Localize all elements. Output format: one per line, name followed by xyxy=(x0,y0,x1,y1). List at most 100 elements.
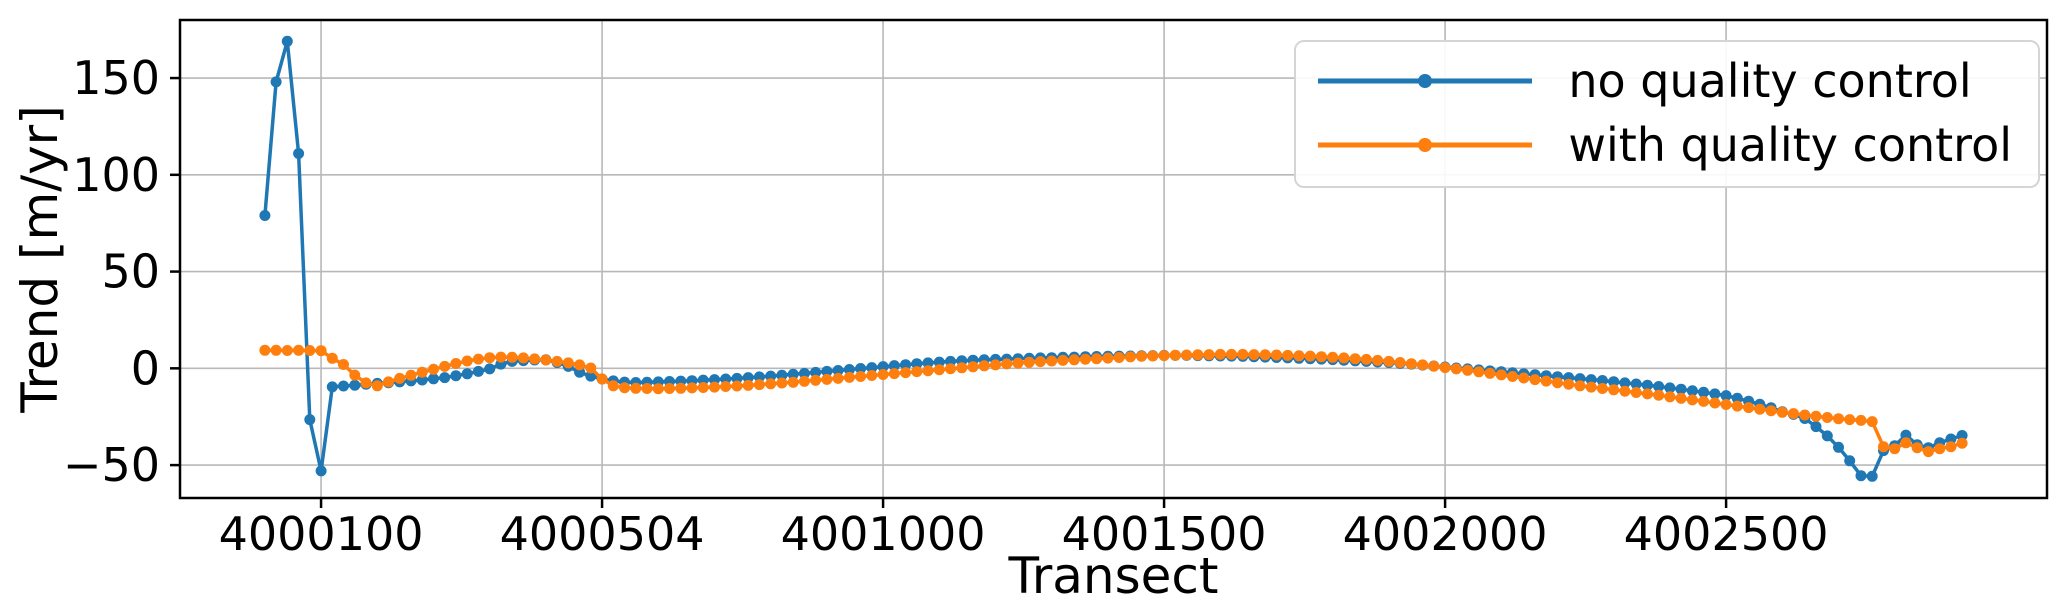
data-point-with-quality-control xyxy=(1259,349,1271,361)
data-point-with-quality-control xyxy=(371,380,383,392)
data-point-no-quality-control xyxy=(911,358,923,370)
data-point-with-quality-control xyxy=(1619,385,1631,397)
legend-label: with quality control xyxy=(1568,118,2012,172)
data-point-no-quality-control xyxy=(900,359,912,371)
data-point-with-quality-control xyxy=(945,363,956,375)
data-point-with-quality-control xyxy=(1810,410,1822,422)
data-point-with-quality-control xyxy=(1034,356,1046,368)
data-point-with-quality-control xyxy=(1124,351,1136,363)
data-point-with-quality-control xyxy=(270,344,282,356)
data-point-with-quality-control xyxy=(1529,374,1541,386)
data-point-with-quality-control xyxy=(922,365,934,377)
data-point-with-quality-control xyxy=(821,373,833,385)
data-point-with-quality-control xyxy=(1698,395,1710,407)
data-point-no-quality-control xyxy=(832,365,844,376)
data-point-with-quality-control xyxy=(1214,348,1226,360)
y-axis-label: Trend [m/yr] xyxy=(11,105,69,413)
data-point-no-quality-control xyxy=(1866,470,1878,482)
data-point-with-quality-control xyxy=(607,380,619,392)
legend-entry-no-quality-control: no quality control xyxy=(1310,50,2012,112)
data-point-with-quality-control xyxy=(1776,406,1788,418)
data-point-with-quality-control xyxy=(1473,366,1485,378)
data-point-with-quality-control xyxy=(765,378,777,390)
data-point-with-quality-control xyxy=(1563,378,1575,390)
data-point-no-quality-control xyxy=(428,373,439,385)
data-point-with-quality-control xyxy=(1057,354,1069,366)
data-point-no-quality-control xyxy=(439,372,451,384)
data-point-with-quality-control xyxy=(686,382,698,394)
data-point-no-quality-control xyxy=(1945,433,1957,445)
data-point-with-quality-control xyxy=(1417,359,1429,371)
data-point-with-quality-control xyxy=(1889,443,1901,455)
data-point-with-quality-control xyxy=(967,361,979,373)
data-point-with-quality-control xyxy=(461,355,473,367)
data-point-no-quality-control xyxy=(1810,421,1822,433)
data-point-with-quality-control xyxy=(1855,414,1867,426)
data-point-with-quality-control xyxy=(1945,441,1957,453)
data-point-with-quality-control xyxy=(1799,409,1811,421)
data-point-no-quality-control xyxy=(877,361,889,373)
data-point-no-quality-control xyxy=(1709,388,1721,400)
data-point-with-quality-control xyxy=(1686,394,1698,406)
data-point-with-quality-control xyxy=(1934,443,1946,455)
data-point-with-quality-control xyxy=(900,367,912,379)
data-point-no-quality-control xyxy=(484,363,496,375)
x-tick-label: 4000100 xyxy=(219,507,424,561)
data-point-with-quality-control xyxy=(338,359,349,370)
data-point-with-quality-control xyxy=(585,362,597,374)
data-point-with-quality-control xyxy=(742,379,754,391)
data-point-no-quality-control xyxy=(866,362,878,374)
data-point-with-quality-control xyxy=(1754,403,1766,415)
legend-marker-icon xyxy=(1418,138,1433,152)
data-point-with-quality-control xyxy=(1664,391,1676,403)
data-point-no-quality-control xyxy=(888,360,900,372)
data-point-with-quality-control xyxy=(810,374,822,386)
data-point-with-quality-control xyxy=(832,372,844,384)
data-point-no-quality-control xyxy=(472,365,484,377)
data-point-with-quality-control xyxy=(1237,348,1249,360)
data-point-no-quality-control xyxy=(1731,392,1743,404)
data-point-with-quality-control xyxy=(1518,372,1530,384)
data-point-with-quality-control xyxy=(1046,355,1058,367)
data-point-with-quality-control xyxy=(540,354,552,366)
data-point-with-quality-control xyxy=(855,371,867,382)
data-point-no-quality-control xyxy=(461,368,473,380)
data-point-with-quality-control xyxy=(888,368,900,380)
data-point-with-quality-control xyxy=(506,351,518,363)
legend-line-sample-orange xyxy=(1318,138,1533,152)
data-point-no-quality-control xyxy=(259,210,271,221)
data-point-with-quality-control xyxy=(1911,442,1923,454)
data-point-with-quality-control xyxy=(664,383,675,394)
data-point-with-quality-control xyxy=(1068,354,1080,366)
data-point-with-quality-control xyxy=(484,352,496,364)
data-point-with-quality-control xyxy=(259,344,271,356)
data-point-with-quality-control xyxy=(1922,446,1934,458)
data-point-with-quality-control xyxy=(731,380,743,392)
data-point-with-quality-control xyxy=(1181,349,1193,361)
data-point-with-quality-control xyxy=(428,363,439,375)
data-point-with-quality-control xyxy=(1372,354,1384,366)
data-point-with-quality-control xyxy=(697,382,709,393)
data-point-no-quality-control xyxy=(1956,430,1968,441)
data-point-no-quality-control xyxy=(1641,379,1653,391)
data-point-with-quality-control xyxy=(439,360,451,372)
data-point-with-quality-control xyxy=(1608,384,1620,396)
data-point-with-quality-control xyxy=(1091,353,1103,365)
data-point-no-quality-control xyxy=(1630,378,1642,390)
data-point-with-quality-control xyxy=(517,352,529,364)
data-point-no-quality-control xyxy=(281,35,293,47)
data-point-with-quality-control xyxy=(933,364,945,376)
data-point-no-quality-control xyxy=(1664,382,1676,394)
x-tick-label: 4002000 xyxy=(1343,507,1548,561)
data-point-no-quality-control xyxy=(1720,390,1732,402)
data-point-with-quality-control xyxy=(990,359,1001,371)
data-point-no-quality-control xyxy=(843,364,855,375)
data-point-with-quality-control xyxy=(675,382,687,394)
data-point-no-quality-control xyxy=(326,381,338,393)
data-point-with-quality-control xyxy=(1349,353,1361,365)
data-point-with-quality-control xyxy=(1383,355,1395,367)
data-point-with-quality-control xyxy=(1574,380,1586,392)
data-point-with-quality-control xyxy=(1788,408,1799,420)
data-point-with-quality-control xyxy=(1023,356,1035,368)
data-point-with-quality-control xyxy=(1226,348,1237,360)
